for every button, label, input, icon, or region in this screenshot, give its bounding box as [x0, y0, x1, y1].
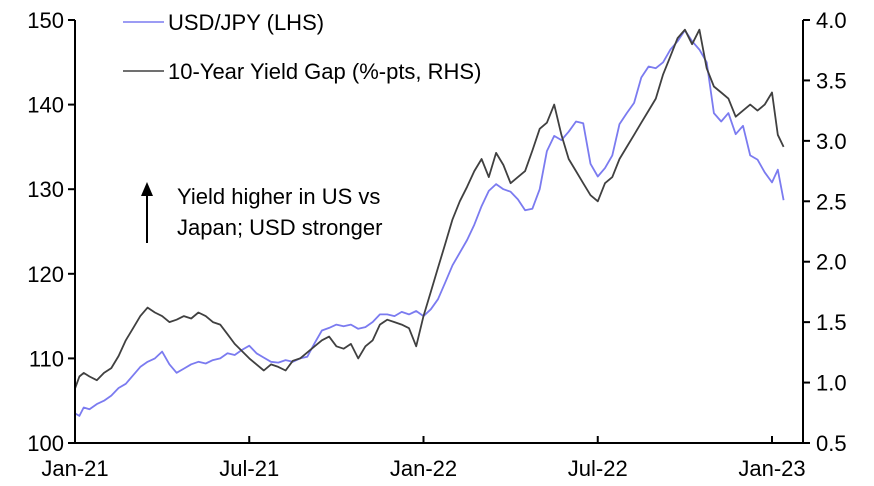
- right-tick-label: 3.5: [816, 68, 847, 93]
- x-tick-label: Jul-22: [568, 456, 628, 481]
- right-tick-label: 1.5: [816, 310, 847, 335]
- series-usdjpy: [74, 29, 785, 417]
- annotation: Yield higher in US vs Japan; USD stronge…: [141, 182, 382, 243]
- x-tick-label: Jan-23: [738, 456, 805, 481]
- left-tick-label: 100: [27, 431, 64, 456]
- right-tick-label: 0.5: [816, 431, 847, 456]
- left-tick-label: 150: [27, 8, 64, 33]
- x-tick-label: Jan-21: [41, 456, 108, 481]
- annotation-line-1: Yield higher in US vs: [177, 184, 380, 209]
- legend: USD/JPY (LHS) 10-Year Yield Gap (%-pts, …: [123, 10, 481, 84]
- left-tick-label: 110: [29, 346, 64, 371]
- right-tick-label: 2.0: [816, 250, 847, 275]
- right-tick-label: 3.0: [816, 129, 847, 154]
- legend-label-usdjpy: USD/JPY (LHS): [168, 10, 324, 35]
- left-tick-label: 120: [27, 262, 64, 287]
- arrow-up-icon-head: [141, 182, 153, 196]
- series-line-yield-gap: [74, 28, 785, 389]
- x-tick-label: Jul-21: [219, 456, 279, 481]
- left-tick-label: 130: [27, 177, 64, 202]
- annotation-line-2: Japan; USD stronger: [177, 215, 382, 240]
- x-tick-label: Jan-22: [390, 456, 457, 481]
- series-line-usdjpy: [74, 29, 785, 417]
- right-tick-label: 2.5: [816, 189, 847, 214]
- left-tick-label: 140: [27, 93, 64, 118]
- series-layer: [74, 28, 785, 417]
- right-tick-label: 1.0: [816, 371, 847, 396]
- right-tick-label: 4.0: [816, 8, 847, 33]
- axes-layer: 100 110 120 130 140 150 0.5 1.0 1.5 2.0 2.5 3.0 3.5 4…: [27, 8, 846, 481]
- legend-label-yield-gap: 10-Year Yield Gap (%-pts, RHS): [168, 59, 481, 84]
- series-yield-gap: [74, 28, 785, 389]
